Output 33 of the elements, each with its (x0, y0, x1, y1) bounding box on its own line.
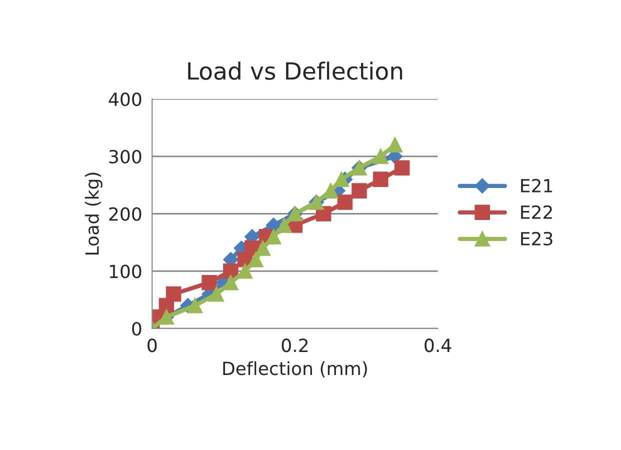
y-tick-label: 0 (132, 322, 142, 336)
point (334, 172, 350, 187)
legend-label: E23 (521, 232, 552, 246)
point (223, 274, 238, 290)
x-tick-label: 0.4 (424, 338, 452, 352)
chart-title: Load vs Deflection (188, 62, 402, 80)
y-tick-label: 400 (108, 92, 142, 106)
point (276, 218, 292, 233)
x-tick-label: 0 (148, 338, 157, 352)
point (266, 218, 282, 233)
point (337, 194, 353, 210)
point (387, 137, 403, 153)
point (248, 252, 264, 268)
point (323, 183, 338, 198)
point (255, 240, 270, 256)
point (394, 160, 410, 176)
legend-label: E21 (521, 178, 552, 192)
point (208, 286, 224, 302)
point (166, 286, 182, 302)
point (373, 148, 388, 164)
point (373, 172, 388, 187)
y-axis-title: Load (kg) (84, 172, 102, 255)
y-tick-label: 200 (109, 207, 142, 221)
point (237, 263, 253, 279)
x-tick-label: 0.2 (282, 338, 308, 352)
point (266, 229, 282, 244)
point (187, 298, 203, 314)
y-tick-label: 100 (110, 264, 142, 278)
legend-label: E22 (521, 205, 552, 219)
y-tick-label: 300 (109, 150, 142, 164)
point (202, 274, 217, 290)
x-axis-title: Deflection (mm) (223, 361, 367, 378)
point (352, 183, 367, 198)
